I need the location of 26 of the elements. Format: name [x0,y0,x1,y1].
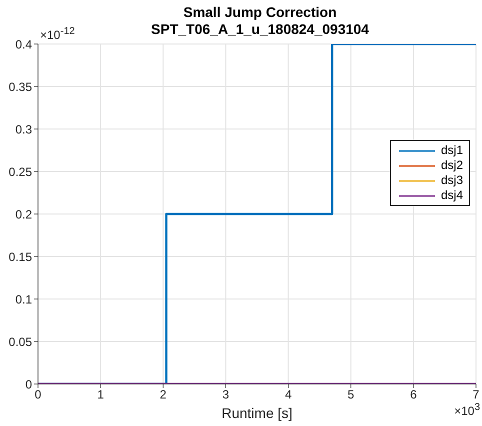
legend-label: dsj3 [440,173,463,188]
x-tick-label: 3 [222,388,230,402]
legend-label: dsj2 [440,158,463,173]
y-tick-label: 0.25 [8,164,32,179]
x-tick-label: 2 [160,388,167,402]
x-tick-label: 7 [472,388,480,402]
x-tick-label: 4 [284,388,292,402]
y-tick-label: 0.4 [15,37,32,52]
chart-subtitle: SPT_T06_A_1_u_180824_093104 [151,21,369,37]
x-tick-label: 1 [97,388,104,402]
y-tick-label: 0 [25,377,32,392]
x-tick-label: 5 [348,388,355,402]
chart-title: Small Jump Correction [182,4,338,21]
x-tick-label: 6 [410,388,418,402]
y-tick-label: 0.15 [8,250,32,264]
x-axis-title: Runtime [s] [222,405,292,421]
legend-label: dsj4 [440,188,463,203]
text: ×10$^{3}$ [454,402,480,418]
y-tick-label: 0.3 [15,122,32,136]
y-tick-label: 0.2 [15,207,32,222]
text: ×10$^{-12}$ [40,26,75,42]
y-tick-label: 0.1 [15,292,32,306]
x-tick-label: 0 [34,388,42,402]
y-tick-label: 0.35 [8,80,32,94]
legend-label: dsj1 [440,143,463,158]
y-tick-label: 0.05 [8,334,32,349]
